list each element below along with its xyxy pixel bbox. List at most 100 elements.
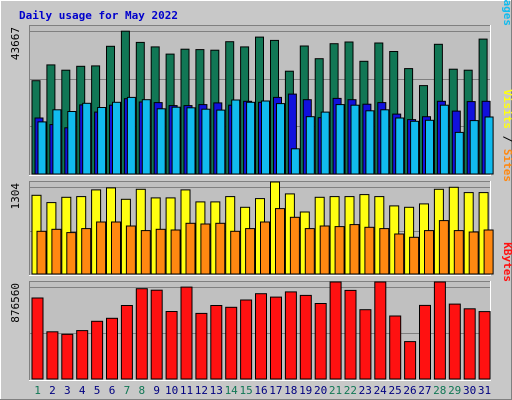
- x-tick-label-26: 26: [403, 384, 416, 397]
- bar-pages-day-2: [52, 109, 62, 175]
- bar-sites-day-8: [140, 230, 151, 275]
- x-tick-label-11: 11: [180, 384, 193, 397]
- bar-pages-day-31: [484, 116, 494, 175]
- legend-kbytes: KBytes: [501, 242, 512, 282]
- x-tick-label-5: 5: [94, 384, 101, 397]
- bar-sites-day-28: [438, 220, 449, 275]
- bar-sites-day-14: [230, 230, 241, 275]
- bar-kbytes-day-21: [329, 281, 342, 380]
- bar-pages-day-27: [425, 119, 434, 175]
- bar-kbytes-day-15: [240, 299, 253, 380]
- bar-sites-day-27: [424, 230, 434, 275]
- x-tick-label-1: 1: [34, 384, 41, 397]
- x-tick-label-19: 19: [299, 384, 312, 397]
- bar-sites-day-30: [468, 231, 479, 275]
- bar-pages-day-30: [469, 120, 479, 175]
- panel-hits-files-pages: 43667 Hits / Files / Pages: [9, 0, 512, 176]
- bar-sites-day-10: [170, 229, 181, 275]
- bar-sites-day-7: [125, 225, 136, 275]
- bar-sites-day-16: [260, 221, 270, 275]
- bar-pages-day-4: [82, 102, 92, 175]
- y-max-label: 876560: [9, 283, 22, 323]
- bar-kbytes-day-10: [165, 311, 178, 380]
- bar-sites-day-23: [364, 226, 375, 275]
- bar-sites-day-25: [394, 233, 405, 275]
- x-tick-label-23: 23: [359, 384, 372, 397]
- bar-pages-day-3: [67, 111, 77, 175]
- bar-sites-day-15: [245, 228, 256, 275]
- bar-kbytes-day-6: [106, 317, 118, 380]
- bar-sites-day-13: [215, 222, 226, 275]
- bar-kbytes-day-24: [374, 281, 387, 380]
- bar-sites-day-31: [483, 229, 494, 275]
- bar-pages-day-15: [246, 101, 256, 175]
- bar-pages-day-29: [454, 131, 464, 175]
- x-tick-label-29: 29: [448, 384, 461, 397]
- bar-kbytes-day-8: [135, 288, 148, 380]
- bar-sites-day-5: [96, 221, 107, 275]
- x-tick-label-13: 13: [210, 384, 223, 397]
- x-tick-label-10: 10: [165, 384, 178, 397]
- bar-sites-day-18: [289, 216, 300, 275]
- panels: 43667 Hits / Files / Pages 1304 Visits / Si…: [9, 0, 512, 381]
- bar-pages-day-11: [186, 107, 196, 175]
- x-tick-label-25: 25: [388, 384, 401, 397]
- bar-pages-day-21: [335, 104, 345, 175]
- bar-kbytes-day-7: [120, 305, 133, 380]
- x-tick-label-17: 17: [269, 384, 282, 397]
- panel-kbytes: 876560 KBytes: [9, 242, 512, 381]
- legend: KBytes: [501, 242, 512, 282]
- bar-kbytes-day-25: [389, 315, 402, 380]
- bar-pages-day-10: [171, 106, 181, 175]
- x-tick-label-27: 27: [418, 384, 431, 397]
- bar-kbytes-day-14: [225, 306, 238, 380]
- bar-kbytes-day-27: [419, 304, 431, 380]
- bar-pages-day-1: [37, 121, 47, 175]
- bar-pages-day-9: [156, 108, 166, 175]
- x-tick-label-21: 21: [329, 384, 342, 397]
- x-tick-label-2: 2: [49, 384, 56, 397]
- bar-sites-day-22: [349, 224, 360, 275]
- x-tick-label-3: 3: [64, 384, 71, 397]
- bar-pages-day-25: [395, 117, 405, 175]
- bar-sites-day-21: [334, 226, 345, 275]
- x-tick-label-22: 22: [344, 384, 357, 397]
- bar-kbytes-day-16: [255, 293, 267, 380]
- bar-kbytes-day-23: [359, 309, 372, 380]
- x-tick-label-18: 18: [284, 384, 297, 397]
- bar-kbytes-day-20: [314, 303, 327, 380]
- bar-pages-day-28: [439, 104, 449, 175]
- bar-sites-day-3: [66, 232, 77, 275]
- bar-sites-day-4: [81, 228, 92, 275]
- bar-kbytes-day-30: [463, 308, 476, 380]
- x-tick-label-8: 8: [138, 384, 145, 397]
- bar-kbytes-day-28: [433, 281, 446, 380]
- bar-pages-day-19: [305, 116, 315, 175]
- bar-kbytes-day-11: [180, 286, 193, 380]
- x-tick-label-20: 20: [314, 384, 327, 397]
- bar-pages-day-22: [350, 104, 360, 175]
- bar-pages-day-7: [126, 96, 136, 175]
- y-max-label: 1304: [9, 183, 22, 210]
- bar-kbytes-day-17: [270, 296, 282, 380]
- x-tick-label-24: 24: [374, 384, 388, 397]
- bar-sites-day-12: [200, 223, 211, 275]
- bar-pages-day-12: [201, 108, 211, 175]
- bar-kbytes-day-13: [210, 305, 223, 380]
- bar-kbytes-day-26: [404, 341, 417, 380]
- bar-pages-day-23: [365, 110, 375, 175]
- x-tick-label-31: 31: [478, 384, 491, 397]
- bar-sites-day-6: [111, 221, 121, 275]
- bar-kbytes-day-4: [76, 330, 89, 380]
- panel-visits-sites: 1304 Visits / Sites: [9, 89, 512, 276]
- x-tick-label-12: 12: [195, 384, 208, 397]
- legend-pages: Pages: [501, 0, 512, 26]
- chart-title: Daily usage for May 2022: [19, 9, 178, 22]
- bar-sites-day-29: [453, 230, 464, 275]
- bar-pages-day-6: [112, 101, 121, 175]
- bar-pages-day-8: [141, 99, 151, 175]
- bar-pages-day-24: [380, 109, 390, 175]
- bar-sites-day-26: [409, 236, 420, 275]
- bar-sites-day-24: [379, 228, 390, 275]
